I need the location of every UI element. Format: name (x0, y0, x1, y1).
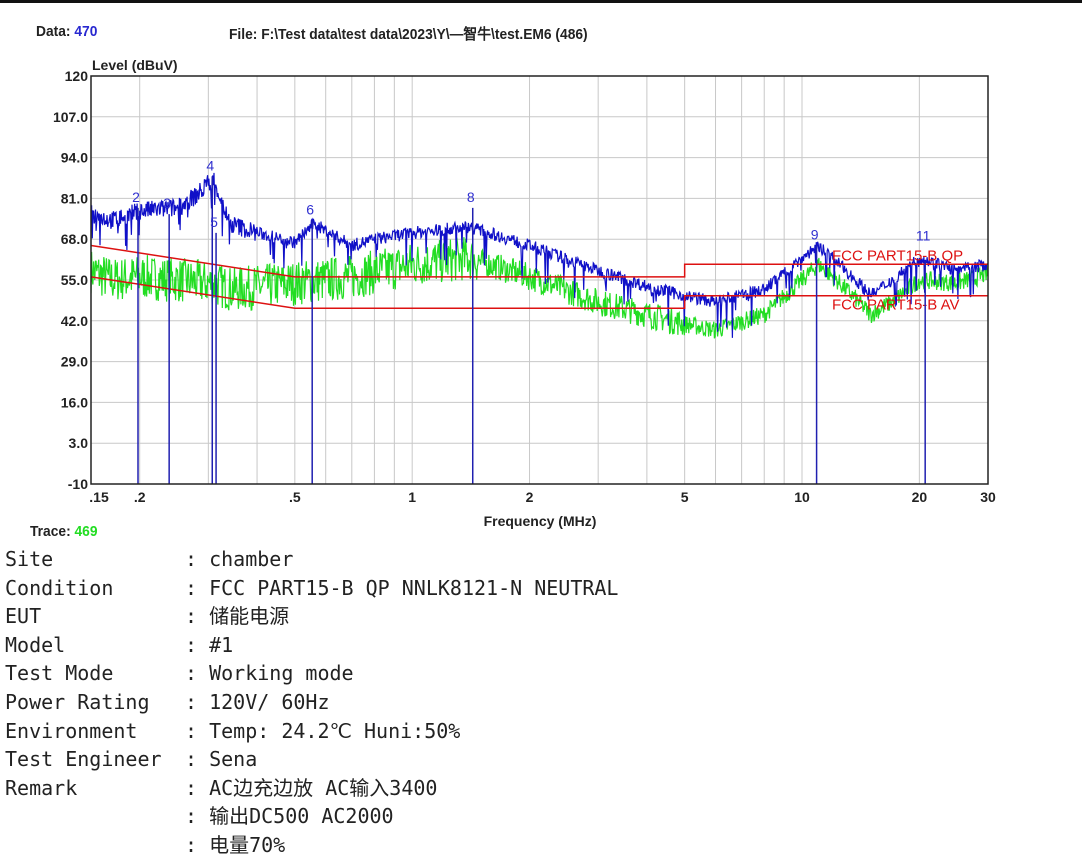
info-row: Condition : FCC PART15-B QP NNLK8121-N NE… (5, 574, 618, 603)
info-value: : #1 (185, 632, 234, 657)
y-tick-label: 107.0 (53, 109, 88, 125)
test-info: Site : chamber Condition : FCC PART15-B QP … (5, 545, 618, 860)
emission-chart: -10 3.0 16.0 29.0 42.0 55.0 68.0 81.0 94.0 107.0 1… (53, 57, 996, 529)
x-tick-label: 30 (980, 489, 996, 505)
info-label: Power Rating (5, 689, 150, 714)
y-tick-label: 120 (65, 68, 89, 84)
x-tick-label: 1 (408, 489, 416, 505)
trace-label: Trace: (30, 523, 71, 540)
limit-label: FCC PART15-B QP (832, 247, 963, 264)
info-row: Remark : AC边充边放 AC输入3400 (5, 774, 618, 803)
top-rule (0, 0, 1082, 3)
info-row: Test Engineer : Sena (5, 745, 618, 774)
info-label (5, 831, 185, 860)
marker-label: 11 (916, 227, 931, 243)
y-tick-label: 81.0 (61, 190, 88, 206)
y-tick-label: 68.0 (61, 231, 88, 247)
info-row: Power Rating : 120V/ 60Hz (5, 688, 618, 717)
y-tick-label: 42.0 (61, 313, 88, 329)
info-label: Site (5, 547, 54, 571)
y-tick-label: 3.0 (69, 435, 89, 451)
y-tick-label: 16.0 (61, 394, 88, 410)
info-label: Test Engineer (5, 747, 162, 772)
x-tick-label: 10 (794, 489, 810, 505)
marker-label: 4 (206, 157, 214, 173)
info-value: : 输出DC500 AC2000 (185, 804, 394, 829)
x-tick-label: .15 (89, 489, 109, 505)
x-tick-label: 5 (681, 489, 689, 505)
info-label: Environment (5, 718, 138, 743)
info-value: : FCC PART15-B QP NNLK8121-N NEUTRAL (185, 575, 619, 600)
info-row: Environment : Temp: 24.2℃ Huni:50% (5, 717, 618, 746)
y-tick-label: 29.0 (61, 354, 88, 370)
limit-line (90, 244, 988, 278)
data-label: Data: (36, 23, 71, 40)
qp-trace (91, 172, 988, 338)
info-label (5, 802, 185, 831)
info-value: : 储能电源 (185, 604, 290, 629)
info-value: : chamber (185, 547, 294, 571)
info-label: EUT (5, 604, 42, 629)
y-tick-label: 94.0 (61, 150, 88, 166)
limit-label: FCC PART15-B AV (832, 297, 960, 314)
info-value: : AC边充边放 AC输入3400 (185, 775, 438, 800)
marker-label: 6 (306, 201, 314, 217)
y-axis-label: Level (dBuV) (92, 57, 178, 73)
plot-frame (90, 75, 989, 485)
av-trace (91, 237, 988, 339)
trace-count: Trace: 469 (30, 523, 98, 540)
info-value: : Temp: 24.2℃ Huni:50% (185, 718, 461, 743)
x-tick-label: .5 (289, 489, 301, 505)
info-row: Test Mode : Working mode (5, 659, 618, 688)
marker-label: 9 (811, 226, 819, 242)
info-value: : Working mode (185, 661, 354, 686)
x-axis-label: Frequency (MHz) (484, 513, 597, 529)
info-row: : 输出DC500 AC2000 (5, 802, 618, 831)
info-label: Remark (5, 775, 78, 800)
x-tick-label: 2 (526, 489, 534, 505)
info-value: : 120V/ 60Hz (185, 689, 330, 714)
x-tick-label: .2 (134, 489, 146, 505)
x-tick-label: 20 (912, 489, 928, 505)
info-value: : Sena (185, 747, 258, 772)
info-row: : 电量70% (5, 831, 618, 860)
y-tick-label: 55.0 (61, 272, 88, 288)
marker-label: 3 (163, 195, 171, 211)
file-path: File: F:\Test data\test data\2023\Y\—智牛\… (229, 26, 588, 43)
marker-label: 2 (132, 189, 140, 205)
info-row: Site : chamber (5, 545, 618, 574)
data-count: Data: 470 (36, 23, 97, 40)
marker-label: 5 (210, 214, 218, 230)
marker-label: 8 (467, 189, 475, 205)
info-row: Model : #1 (5, 631, 618, 660)
info-row: EUT : 储能电源 (5, 602, 618, 631)
limit-line (90, 276, 988, 309)
trace-value: 469 (74, 523, 98, 540)
data-value: 470 (74, 23, 98, 40)
info-label: Model (5, 632, 66, 657)
info-label: Test Mode (5, 661, 114, 686)
info-value: : 电量70% (185, 832, 286, 857)
info-label: Condition (5, 575, 114, 600)
y-tick-label: -10 (68, 476, 88, 492)
